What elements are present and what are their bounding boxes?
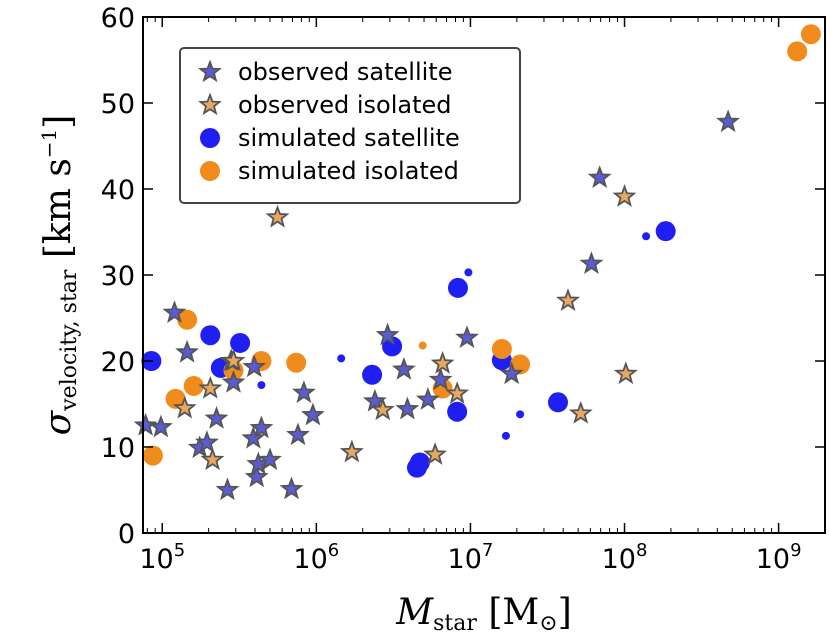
legend-label-simulated-satellite: simulated satellite [238,124,460,152]
observed-satellite-point [175,339,200,363]
observed-satellite-point [249,415,274,439]
observed-isolated-point [613,361,638,385]
legend-box [179,47,521,204]
simulated-satellite-point [362,364,383,385]
legend-marker-simulated-isolated [200,161,220,181]
observed-isolated-point [221,348,246,372]
observed-satellite-point [242,354,267,378]
observed-satellite-point [415,387,440,410]
simulated-satellite-point [516,410,525,419]
legend-label-observed-isolated: observed isolated [238,91,452,119]
observed-satellite-point [244,464,269,488]
observed-isolated-point [172,395,197,419]
x-tick-label: 106 [293,540,339,575]
observed-satellite-point [286,422,310,446]
y-tick-label: 0 [118,519,135,550]
legend-marker-simulated-satellite [200,128,220,148]
y-tick-label: 60 [101,3,135,34]
simulated-satellite-point [447,401,468,422]
observed-satellite-point [716,109,741,133]
data-marks [133,24,821,501]
simulated-satellite-point [642,232,651,241]
observed-isolated-point [556,288,581,312]
y-tick-label: 30 [101,261,135,292]
observed-isolated-point [370,397,395,421]
simulated-isolated-point [286,352,307,373]
simulated-satellite-point [200,325,221,346]
observed-satellite-point [395,396,420,420]
observed-satellite-point [300,402,325,426]
observed-satellite-point [279,476,304,500]
observed-satellite-point [499,361,524,385]
y-tick-label: 10 [101,433,135,464]
observed-isolated-point [430,351,455,374]
simulated-satellite-point [501,431,510,440]
legend: observed satellite observed isolated simul… [179,47,521,204]
simulated-satellite-point [257,381,266,390]
observed-satellite-point [162,300,187,324]
observed-satellite-point [587,165,612,188]
observed-isolated-point [200,447,225,471]
x-tick-label: 108 [602,540,648,575]
observed-satellite-point [133,412,158,436]
observed-isolated-point [265,204,290,228]
legend-label-observed-satellite: observed satellite [238,58,452,86]
simulated-satellite-point [655,221,676,242]
legend-marker-observed-satellite [198,59,222,83]
simulated-satellite-point [382,336,403,357]
observed-satellite-point [221,369,246,393]
x-tick-label: 109 [756,540,802,575]
observed-satellite-point [204,406,229,429]
x-tick-label: 107 [448,540,494,575]
simulated-isolated-point [787,41,808,62]
observed-satellite-point [215,477,240,501]
observed-isolated-point [445,381,470,404]
simulated-satellite-point [409,452,430,473]
observed-satellite-point [241,425,266,449]
observed-isolated-point [612,184,637,207]
simulated-isolated-point [165,388,186,409]
observed-satellite-point [362,388,387,412]
observed-isolated-point [198,375,223,399]
observed-satellite-point [455,325,479,348]
simulated-satellite-point [464,268,473,277]
observed-isolated-point [423,442,448,465]
simulated-isolated-point [418,341,427,350]
observed-satellite-point [194,430,219,453]
observed-satellite-point [391,357,416,380]
observed-satellite-point [148,414,173,438]
y-axis-label: σvelocity, star [km s−1] [37,115,82,436]
simulated-isolated-point [510,354,531,375]
observed-isolated-point [568,400,593,424]
x-tick-label: 105 [139,540,185,575]
observed-isolated-point [339,439,364,463]
observed-satellite-point [291,380,316,403]
y-tick-label: 50 [101,89,135,120]
legend-label-simulated-isolated: simulated isolated [238,157,459,185]
simulated-satellite-point [230,332,251,353]
observed-satellite-point [375,322,400,346]
observed-satellite-point [428,367,453,391]
y-tick-label: 40 [101,175,135,206]
simulated-isolated-point [800,24,821,45]
observed-satellite-point [257,447,282,471]
axes: 0 10 20 30 40 50 60 105 106 107 108 109 [101,3,826,575]
simulated-isolated-point [177,309,198,330]
legend-marker-observed-isolated [198,92,222,116]
x-axis-label: Mstar [M⊙] [395,592,571,636]
simulated-isolated-point [491,338,512,359]
y-tick-label: 20 [101,347,135,378]
simulated-satellite-point [547,392,568,413]
simulated-satellite-point [337,354,346,363]
observed-satellite-point [579,251,604,275]
simulated-isolated-point [142,445,163,466]
simulated-satellite-point [447,277,468,298]
simulated-isolated-point [183,375,204,396]
